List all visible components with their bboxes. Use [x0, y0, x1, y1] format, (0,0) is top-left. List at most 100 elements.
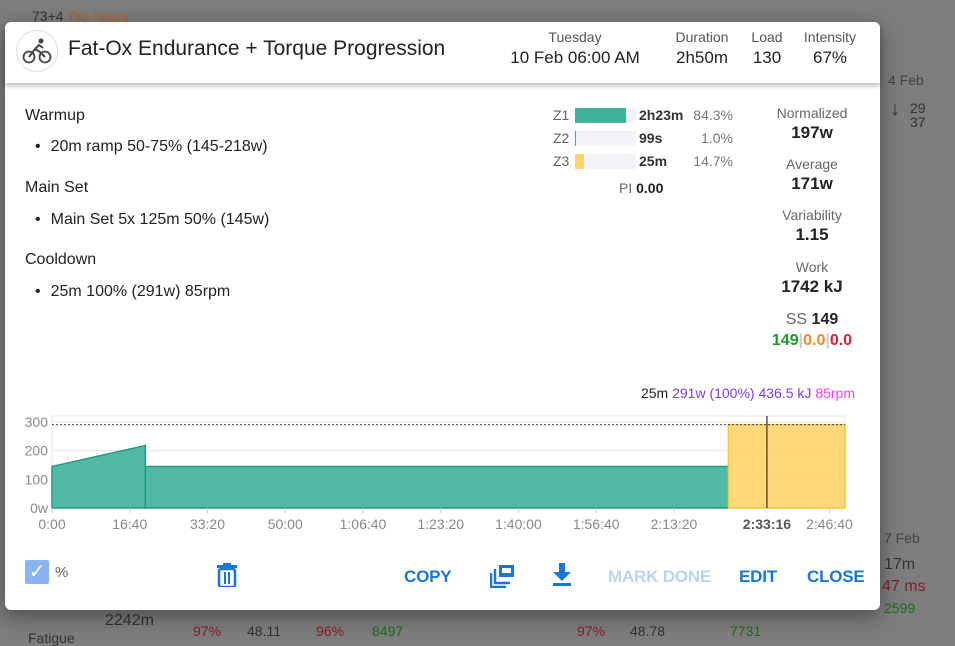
- copy-button[interactable]: COPY: [404, 567, 452, 586]
- section-title: Cooldown: [25, 251, 97, 268]
- ss-red: 0.0: [829, 332, 853, 349]
- x-tick-label: 2:13:20: [651, 516, 698, 532]
- zone-label: Z2: [553, 130, 570, 146]
- x-tick-label: 33:20: [190, 516, 225, 532]
- ss-green: 149: [771, 332, 799, 349]
- date-block: Tuesday 10 Feb 06:00 AM: [500, 29, 650, 68]
- zone-bar-fill: [575, 107, 627, 123]
- y-tick-label: 0w: [30, 500, 49, 516]
- bg-text: 2242m: [105, 612, 154, 629]
- variability-label: Variability: [782, 207, 842, 223]
- download-button[interactable]: [551, 563, 573, 592]
- zone-label: Z1: [553, 107, 570, 123]
- workout-title: Fat-Ox Endurance + Torque Progression: [68, 37, 446, 60]
- percent-label: %: [55, 564, 69, 581]
- bg-text: 4 Feb: [888, 72, 924, 88]
- x-tick-label: 1:23:20: [417, 516, 464, 532]
- tooltip-work: 436.5 kJ: [758, 385, 812, 401]
- x-tick-label: 0:00: [38, 516, 65, 532]
- average-label: Average: [786, 156, 838, 172]
- bg-text: 96%: [316, 623, 345, 639]
- normalized-value: 197w: [791, 123, 833, 142]
- intensity-value: 67%: [812, 48, 848, 67]
- bg-text: 0m hours: [70, 8, 129, 24]
- ss-label: SS: [785, 311, 808, 328]
- copy-stack-icon: [489, 565, 514, 589]
- mark-done-button[interactable]: MARK DONE: [608, 567, 712, 586]
- intensity-label: Intensity: [803, 29, 857, 45]
- tooltip-duration: 25m: [640, 385, 669, 401]
- y-tick-label: 200: [25, 443, 49, 459]
- x-tick-label: 16:40: [112, 516, 147, 532]
- zone-bar: [575, 107, 636, 123]
- edit-button[interactable]: EDIT: [739, 567, 777, 586]
- dialog-header: Fat-Ox Endurance + Torque Progression Tu…: [5, 22, 880, 83]
- zone-time: 99s: [639, 130, 663, 146]
- step-text: 20m ramp 50-75% (145-218w): [35, 138, 268, 156]
- cursor-time-label: 2:33:16: [743, 516, 791, 532]
- work-label: Work: [795, 259, 829, 275]
- zone-label: Z3: [553, 153, 570, 169]
- y-tick-label: 300: [25, 414, 49, 430]
- step-text: Main Set 5x 125m 50% (145w): [35, 211, 270, 229]
- zone-row: Z3 25m 14.7%: [553, 153, 733, 169]
- duration-value: 2h50m: [676, 48, 728, 67]
- trash-icon: [217, 563, 237, 589]
- date-value: 10 Feb 06:00 AM: [510, 48, 640, 67]
- zone-bar: [575, 130, 636, 146]
- x-tick-label: 1:40:00: [495, 516, 542, 532]
- power-chart[interactable]: 0w 100 200 300 0:00 16:40 33:20 50:00 1:06:40 1:2…: [5, 402, 880, 542]
- x-tick-label: 1:06:40: [340, 516, 387, 532]
- load-value: 130: [752, 48, 782, 67]
- bg-text: 73+4: [32, 8, 64, 24]
- x-tick-label: 2:46:40: [806, 516, 853, 532]
- work-value: 1742 kJ: [781, 277, 843, 296]
- average-value: 171w: [791, 174, 833, 193]
- variability-value: 1.15: [795, 225, 829, 244]
- bg-text: 48.11: [247, 623, 281, 639]
- bg-text: Fatigue: [28, 630, 75, 646]
- percent-checkbox[interactable]: ✓: [25, 560, 49, 584]
- delete-button[interactable]: [216, 563, 238, 592]
- zone-bar: [575, 153, 636, 169]
- bg-text: 47 ms: [882, 578, 926, 595]
- bg-text: 29: [910, 100, 926, 116]
- bg-text: 2599: [884, 600, 916, 616]
- ss-orange: 0.0: [803, 332, 826, 349]
- zone-percent: 1.0%: [701, 130, 733, 146]
- interval-area: [727, 423, 846, 509]
- arrow-down-icon: ↓: [890, 98, 900, 120]
- pi-label: PI: [619, 180, 633, 196]
- section-title: Main Set: [25, 179, 89, 196]
- download-icon: [553, 563, 571, 586]
- normalized-label: Normalized: [776, 105, 848, 121]
- close-button[interactable]: CLOSE: [807, 567, 865, 586]
- zone-time: 25m: [639, 153, 668, 169]
- interval-area: [51, 444, 147, 509]
- y-tick-label: 100: [25, 471, 49, 487]
- bg-text: 8497: [372, 623, 404, 639]
- section-title: Warmup: [25, 107, 85, 124]
- zone-row: Z2 99s 1.0%: [553, 130, 733, 146]
- x-tick-label: 50:00: [268, 516, 303, 532]
- duration-label: Duration: [675, 29, 729, 45]
- zone-percent: 84.3%: [693, 107, 733, 123]
- cycling-icon: [16, 30, 58, 72]
- zone-bar-fill: [575, 153, 584, 169]
- bg-text: 17m: [884, 556, 916, 573]
- bg-text: 48.78: [630, 623, 666, 639]
- duplicate-button[interactable]: [489, 564, 516, 593]
- x-tick-label: 1:56:40: [573, 516, 620, 532]
- zone-bar-fill: [575, 130, 577, 146]
- pi-value: 0.00: [636, 180, 664, 196]
- bg-text: 97%: [193, 623, 222, 639]
- bg-text: 37: [910, 114, 926, 130]
- bg-text: 7731: [730, 623, 762, 639]
- day-label: Tuesday: [548, 29, 602, 45]
- ss-value: 149: [811, 311, 839, 328]
- zone-row: Z1 2h23m 84.3%: [553, 107, 733, 123]
- tooltip-cadence: 85rpm: [815, 385, 855, 401]
- interval-area: [144, 465, 730, 509]
- bg-text: 7 Feb: [884, 530, 920, 546]
- zone-percent: 14.7%: [693, 153, 733, 169]
